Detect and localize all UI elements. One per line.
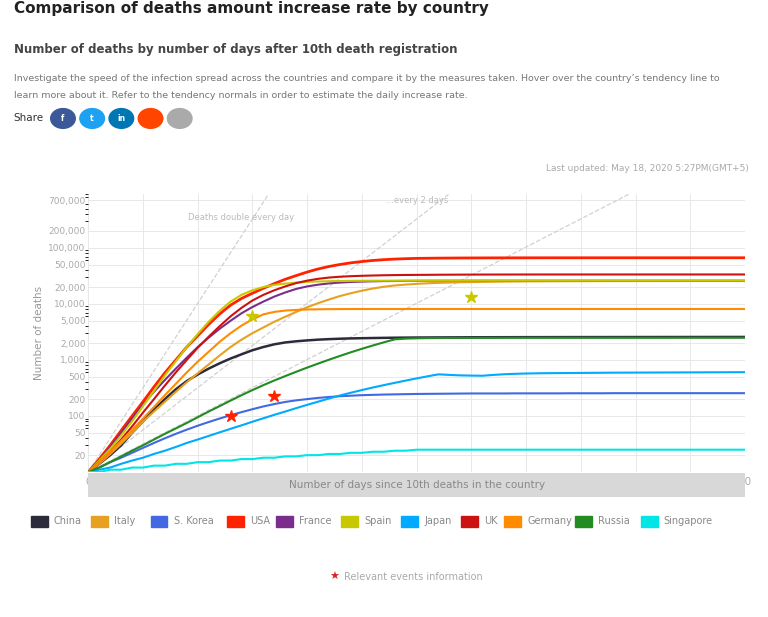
Text: Investigate the speed of the infection spread across the countries and compare i: Investigate the speed of the infection s… <box>14 74 720 83</box>
Text: learn more about it. Refer to the tendency normals in order to estimate the dail: learn more about it. Refer to the tenden… <box>14 91 468 100</box>
Text: ...every 2 days: ...every 2 days <box>386 196 448 205</box>
Text: f: f <box>61 114 65 123</box>
Text: USA: USA <box>250 516 270 526</box>
Text: Relevant events information: Relevant events information <box>344 572 483 582</box>
Text: Russia: Russia <box>598 516 631 526</box>
Text: Number of days since 10th deaths in the country: Number of days since 10th deaths in the … <box>289 480 545 490</box>
Text: France: France <box>299 516 332 526</box>
Text: Spain: Spain <box>364 516 392 526</box>
Text: t: t <box>91 114 94 123</box>
Text: China: China <box>54 516 81 526</box>
Text: S. Korea: S. Korea <box>174 516 214 526</box>
Text: Deaths double every day: Deaths double every day <box>188 212 295 222</box>
Text: in: in <box>118 114 125 123</box>
Text: Share: Share <box>14 114 44 123</box>
Text: Number of deaths by number of days after 10th death registration: Number of deaths by number of days after… <box>14 43 457 56</box>
Text: Germany: Germany <box>528 516 572 526</box>
Text: Last updated: May 18, 2020 5:27PM(GMT+5): Last updated: May 18, 2020 5:27PM(GMT+5) <box>546 164 749 173</box>
Text: ★: ★ <box>329 572 339 582</box>
Text: Singapore: Singapore <box>664 516 713 526</box>
Text: Comparison of deaths amount increase rate by country: Comparison of deaths amount increase rat… <box>14 1 488 16</box>
Text: Japan: Japan <box>424 516 452 526</box>
Text: Number of deaths: Number of deaths <box>34 286 44 380</box>
Text: Italy: Italy <box>114 516 135 526</box>
Text: UK: UK <box>484 516 498 526</box>
